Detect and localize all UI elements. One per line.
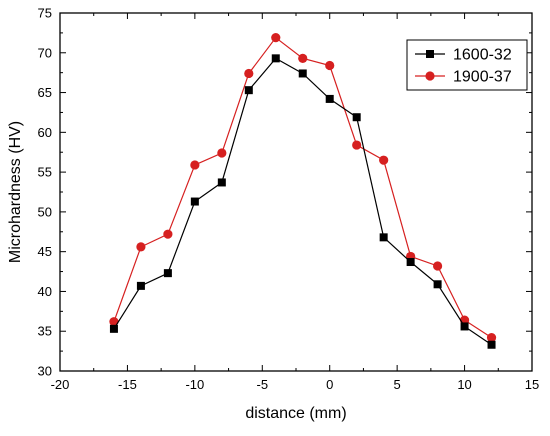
data-point-1600-32 bbox=[406, 258, 415, 267]
data-point-1600-32 bbox=[298, 69, 307, 78]
y-tick-label: 75 bbox=[38, 6, 52, 21]
y-tick-label: 35 bbox=[38, 324, 52, 339]
x-tick-label: -20 bbox=[51, 377, 70, 392]
data-point-1900-37 bbox=[136, 242, 146, 252]
x-axis-title: distance (mm) bbox=[245, 405, 346, 422]
series-1600-32 bbox=[109, 54, 496, 349]
x-tick-label: 5 bbox=[394, 377, 401, 392]
data-point-1600-32 bbox=[433, 280, 442, 289]
data-point-1900-37 bbox=[325, 60, 335, 71]
y-tick-label: 30 bbox=[38, 364, 52, 379]
data-point-1600-32 bbox=[163, 269, 172, 278]
data-point-1600-32 bbox=[244, 86, 253, 95]
y-tick-label: 70 bbox=[38, 45, 52, 60]
data-point-1600-32 bbox=[379, 233, 388, 242]
y-tick-label: 55 bbox=[38, 165, 52, 180]
data-point-1600-32 bbox=[109, 324, 118, 333]
data-point-1600-32 bbox=[325, 94, 334, 103]
data-point-1900-37 bbox=[217, 148, 227, 158]
legend-marker-1600-32 bbox=[426, 50, 434, 58]
y-axis-title: Microhardness (HV) bbox=[7, 121, 24, 263]
axes: -20 -15 -10 -5 0 5 10 15 30 35 40 45 50 55 60 65 70 75 bbox=[38, 6, 540, 393]
series-layer bbox=[109, 33, 497, 349]
x-tick-label: -15 bbox=[118, 377, 137, 392]
data-point-1900-37 bbox=[433, 261, 443, 271]
data-point-1900-37 bbox=[486, 332, 497, 343]
x-tick-label: -10 bbox=[185, 377, 204, 392]
data-point-1900-37 bbox=[163, 229, 173, 239]
data-point-1600-32 bbox=[460, 322, 469, 331]
y-tick-label: 50 bbox=[38, 204, 52, 219]
legend: 1600-32 1900-37 bbox=[406, 39, 528, 91]
legend-label-1600-32: 1600-32 bbox=[453, 47, 512, 64]
data-point-1900-37 bbox=[271, 33, 281, 43]
x-tick-label: -5 bbox=[257, 377, 269, 392]
data-point-1600-32 bbox=[271, 54, 280, 63]
data-point-1600-32 bbox=[217, 178, 226, 187]
data-point-1600-32 bbox=[352, 113, 361, 122]
y-tick-label: 65 bbox=[38, 85, 52, 100]
data-point-1900-37 bbox=[109, 317, 119, 327]
data-point-1600-32 bbox=[136, 281, 145, 290]
x-tick-label: 10 bbox=[457, 377, 471, 392]
y-tick-label: 60 bbox=[38, 125, 52, 140]
x-tick-label: 15 bbox=[525, 377, 539, 392]
data-point-1900-37 bbox=[190, 160, 200, 170]
y-tick-label: 40 bbox=[38, 284, 52, 299]
data-point-1900-37 bbox=[244, 68, 254, 79]
data-point-1900-37 bbox=[379, 155, 389, 165]
legend-box bbox=[406, 39, 528, 91]
data-point-1900-37 bbox=[352, 140, 362, 150]
data-point-1900-37 bbox=[298, 53, 308, 63]
legend-marker-1900-37 bbox=[425, 71, 435, 81]
y-tick-label: 45 bbox=[38, 244, 52, 259]
x-tick-label: 0 bbox=[326, 377, 333, 392]
series-line-1600-32 bbox=[113, 57, 492, 346]
legend-label-1900-37: 1900-37 bbox=[453, 69, 512, 86]
data-point-1600-32 bbox=[487, 340, 496, 349]
data-point-1600-32 bbox=[190, 197, 199, 206]
